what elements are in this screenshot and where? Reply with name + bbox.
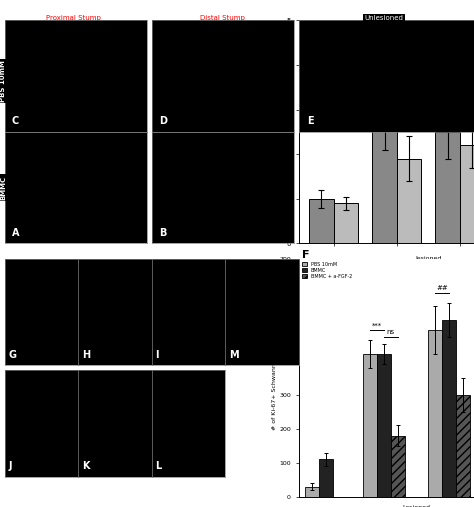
Text: BMMC: BMMC bbox=[0, 175, 6, 200]
Text: H: H bbox=[82, 350, 90, 360]
Bar bbox=[334, 203, 358, 243]
Text: ns: ns bbox=[387, 329, 395, 335]
Text: Lesioned: Lesioned bbox=[402, 505, 430, 507]
Text: B: B bbox=[159, 228, 166, 238]
Bar bbox=[363, 354, 377, 497]
Bar bbox=[372, 119, 397, 243]
Bar bbox=[436, 132, 460, 243]
Text: Distal Stump: Distal Stump bbox=[201, 15, 245, 21]
Text: C: C bbox=[12, 116, 19, 126]
Text: A: A bbox=[12, 228, 19, 238]
Bar bbox=[456, 395, 470, 497]
Bar bbox=[428, 330, 442, 497]
Bar bbox=[391, 436, 405, 497]
Text: Proximal Stump: Proximal Stump bbox=[46, 15, 101, 21]
Bar bbox=[309, 199, 334, 243]
Text: ##: ## bbox=[436, 285, 448, 291]
Y-axis label: # of Ki-67+ Schwann cells / mm²: # of Ki-67+ Schwann cells / mm² bbox=[271, 326, 276, 429]
Bar bbox=[305, 487, 319, 497]
Text: un-
lesioned: un- lesioned bbox=[320, 275, 347, 285]
Text: F: F bbox=[302, 250, 310, 260]
Y-axis label: FGF-2 expression by immuno-histo: FGF-2 expression by immuno-histo bbox=[279, 77, 284, 187]
Text: lesioned: lesioned bbox=[415, 256, 442, 261]
Bar bbox=[397, 159, 421, 243]
Text: Unlesioned: Unlesioned bbox=[365, 15, 403, 21]
Bar bbox=[319, 459, 333, 497]
Text: J: J bbox=[9, 461, 12, 472]
Bar bbox=[442, 320, 456, 497]
Text: K: K bbox=[82, 461, 90, 472]
Text: *: * bbox=[363, 53, 368, 63]
Text: pro-
ximal: pro- ximal bbox=[388, 275, 405, 285]
Bar bbox=[377, 354, 391, 497]
Legend: PBS 10mM, BMMC: PBS 10mM, BMMC bbox=[301, 23, 339, 37]
Text: distal: distal bbox=[451, 275, 468, 279]
Text: E: E bbox=[307, 116, 314, 126]
Legend: PBS 10mM, BMMC, BMMC + a-FGF-2: PBS 10mM, BMMC, BMMC + a-FGF-2 bbox=[301, 261, 353, 280]
Text: G: G bbox=[9, 350, 17, 360]
Text: ***: *** bbox=[372, 322, 382, 329]
Text: D: D bbox=[159, 116, 167, 126]
Bar bbox=[460, 145, 474, 243]
Text: M: M bbox=[229, 350, 238, 360]
Text: I: I bbox=[155, 350, 159, 360]
Text: PBS 10mM: PBS 10mM bbox=[0, 60, 6, 102]
Text: L: L bbox=[155, 461, 162, 472]
